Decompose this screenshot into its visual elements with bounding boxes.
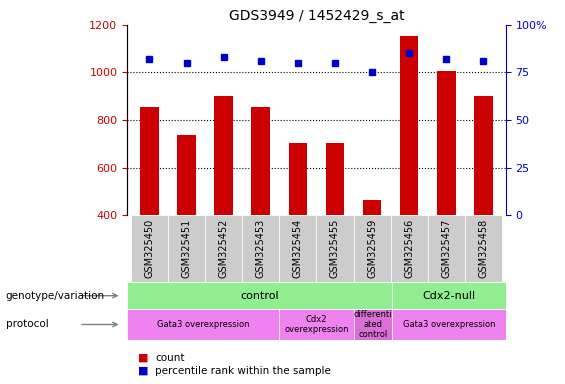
Text: GSM325459: GSM325459 (367, 218, 377, 278)
Text: Cdx2
overexpression: Cdx2 overexpression (284, 315, 349, 334)
Bar (127, 309, 279, 340)
Bar (316, 215, 354, 282)
Bar (251, 107, 270, 215)
Bar (168, 215, 205, 282)
Text: GSM325452: GSM325452 (219, 218, 229, 278)
Bar (354, 309, 392, 340)
Bar (214, 96, 233, 215)
Bar (363, 200, 381, 215)
Text: Cdx2-null: Cdx2-null (422, 291, 476, 301)
Title: GDS3949 / 1452429_s_at: GDS3949 / 1452429_s_at (229, 8, 404, 23)
Text: GSM325450: GSM325450 (145, 218, 154, 278)
Text: GSM325458: GSM325458 (479, 218, 488, 278)
Bar (474, 96, 493, 215)
Bar (279, 309, 354, 340)
Text: GSM325451: GSM325451 (181, 218, 192, 278)
Text: protocol: protocol (6, 319, 49, 329)
Text: differenti
ated
control: differenti ated control (354, 310, 393, 339)
Text: Gata3 overexpression: Gata3 overexpression (403, 320, 495, 329)
Bar (428, 215, 465, 282)
Text: genotype/variation: genotype/variation (6, 291, 105, 301)
Bar (177, 136, 196, 215)
Text: GSM325457: GSM325457 (441, 218, 451, 278)
Bar (127, 282, 392, 309)
Bar (289, 142, 307, 215)
Text: GSM325456: GSM325456 (404, 218, 414, 278)
Text: percentile rank within the sample: percentile rank within the sample (155, 366, 331, 376)
Text: GSM325453: GSM325453 (256, 218, 266, 278)
Bar (140, 107, 159, 215)
Bar (205, 215, 242, 282)
Bar (325, 142, 344, 215)
Bar (242, 215, 279, 282)
Text: control: control (240, 291, 279, 301)
Bar (392, 282, 506, 309)
Bar (354, 215, 390, 282)
Bar (392, 309, 506, 340)
Text: ■: ■ (138, 366, 149, 376)
Text: ■: ■ (138, 353, 149, 363)
Text: count: count (155, 353, 185, 363)
Bar (437, 71, 455, 215)
Bar (390, 215, 428, 282)
Text: GSM325454: GSM325454 (293, 218, 303, 278)
Bar (131, 215, 168, 282)
Bar (279, 215, 316, 282)
Bar (465, 215, 502, 282)
Text: GSM325455: GSM325455 (330, 218, 340, 278)
Text: Gata3 overexpression: Gata3 overexpression (157, 320, 249, 329)
Bar (400, 36, 419, 215)
